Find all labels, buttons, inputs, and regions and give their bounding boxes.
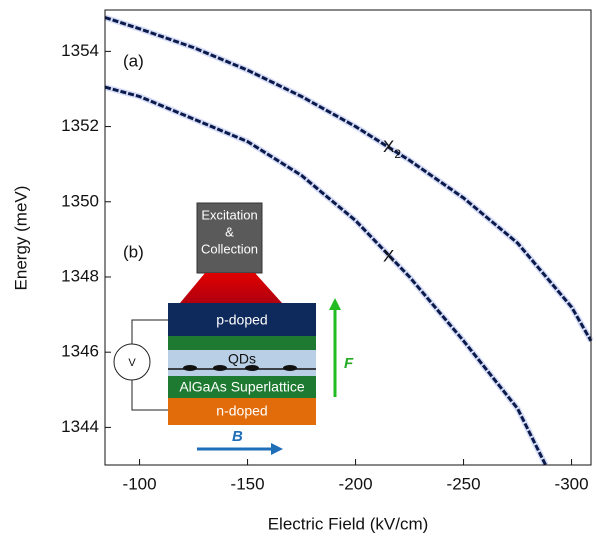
inset-diagram: Excitation & Collection V p-doped QDs Al… [113,202,354,455]
x-tick-label: -100 [123,474,157,493]
n-layer [168,398,316,425]
magnet-arrow-head [271,443,283,455]
plot-frame [104,9,592,466]
annotation-text: X [383,137,394,156]
annotation: (a) [123,51,144,70]
superlattice-layer [168,376,316,398]
y-tick-label: 1346 [61,342,99,361]
annotation: (b) [123,242,144,261]
x-tick-label: -250 [447,474,481,493]
source-label: Collection [201,241,258,256]
p-layer-label: p-doped [216,312,267,328]
field-arrow-head [329,298,341,310]
y-tick-label: 1344 [61,417,99,436]
trace [104,16,593,342]
voltmeter [113,343,151,381]
y-tick-label: 1354 [61,41,99,60]
p-layer [168,303,316,336]
y-tick-label: 1352 [61,116,99,135]
barrier-layer [168,336,316,350]
wire [131,319,168,344]
y-tick-label: 1350 [61,191,99,210]
magnet-label: B [232,428,243,445]
x-tick-label: -200 [339,474,373,493]
source-label: & [225,224,234,239]
quantum-dots [183,365,297,371]
superlattice-label: AlGaAs Superlattice [179,379,304,395]
field-label: F [344,355,354,372]
x-axis-label: Electric Field (kV/cm) [268,514,429,533]
laser-beam [180,273,282,303]
y-tick-label: 1348 [61,266,99,285]
qd-label: QDs [228,351,256,367]
annotation: X2 [383,137,401,161]
n-layer-label: n-doped [216,403,267,419]
source-label: Excitation [201,207,257,222]
trace [104,85,547,466]
wire [131,380,168,411]
qd-layer [168,350,316,376]
x-tick-label: -150 [231,474,265,493]
x-tick-label: -300 [555,474,589,493]
voltmeter-label: V [128,357,136,369]
annotation: X [383,246,394,265]
y-axis-label: Energy (meV) [11,186,30,291]
annotation-subscript: 2 [394,147,401,161]
